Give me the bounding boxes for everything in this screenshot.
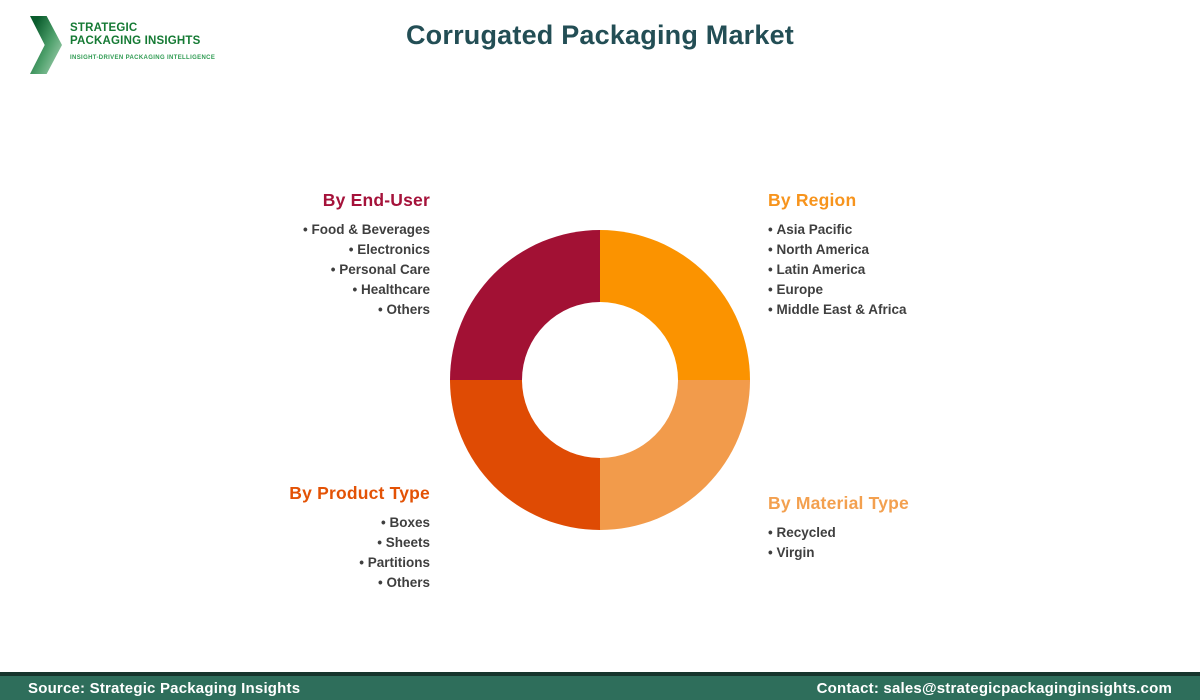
page-title: Corrugated Packaging Market xyxy=(405,20,794,50)
segment-heading-product-type: By Product Type xyxy=(289,483,430,503)
segment-item: Healthcare xyxy=(303,280,430,300)
segment-item: Food & Beverages xyxy=(303,220,430,240)
segment-group-product-type: By Product Type Boxes Sheets Partitions … xyxy=(289,483,430,593)
segment-item: Latin America xyxy=(768,260,907,280)
footer-bar: Source: Strategic Packaging Insights Con… xyxy=(0,672,1200,700)
donut-hole xyxy=(522,302,678,458)
segment-item: Boxes xyxy=(289,513,430,533)
segment-list-region: Asia Pacific North America Latin America… xyxy=(768,220,907,320)
segment-item: Recycled xyxy=(768,523,909,543)
segment-item: Europe xyxy=(768,280,907,300)
segment-item: Middle East & Africa xyxy=(768,300,906,320)
footer-source: Source: Strategic Packaging Insights xyxy=(28,679,301,697)
segment-item: Personal Care xyxy=(303,260,430,280)
segment-group-end-user: By End-User Food & Beverages Electronics… xyxy=(303,190,430,320)
segment-heading-region: By Region xyxy=(768,190,857,210)
segment-item: Partitions xyxy=(289,553,430,573)
segment-heading-end-user: By End-User xyxy=(322,190,430,210)
brand-logo: STRATEGIC PACKAGING INSIGHTS INSIGHT-DRI… xyxy=(30,12,215,74)
segment-item: Virgin xyxy=(768,543,909,563)
segment-list-product-type: Boxes Sheets Partitions Others xyxy=(289,513,430,593)
segment-list-end-user: Food & Beverages Electronics Personal Ca… xyxy=(303,220,430,320)
segment-item: Others xyxy=(289,573,430,593)
footer-contact: Contact: sales@strategicpackaginginsight… xyxy=(816,679,1172,697)
brand-name: STRATEGIC PACKAGING INSIGHTS INSIGHT-DRI… xyxy=(70,12,215,74)
segment-item: Electronics xyxy=(303,240,430,260)
segment-item: Asia Pacific xyxy=(768,220,907,240)
segment-list-material-type: Recycled Virgin xyxy=(768,523,909,563)
segment-item: Others xyxy=(303,300,430,320)
segment-group-material-type: By Material Type Recycled Virgin xyxy=(768,493,909,563)
segment-item: Sheets xyxy=(289,533,430,553)
segment-heading-material-type: By Material Type xyxy=(768,493,909,513)
segment-group-region: By Region Asia Pacific North America Lat… xyxy=(768,190,907,320)
brand-name-line2: PACKAGING INSIGHTS xyxy=(70,35,201,47)
brand-tagline: INSIGHT-DRIVEN PACKAGING INTELLIGENCE xyxy=(70,55,216,61)
segment-item: North America xyxy=(768,240,907,260)
brand-name-line1: STRATEGIC xyxy=(70,22,138,34)
